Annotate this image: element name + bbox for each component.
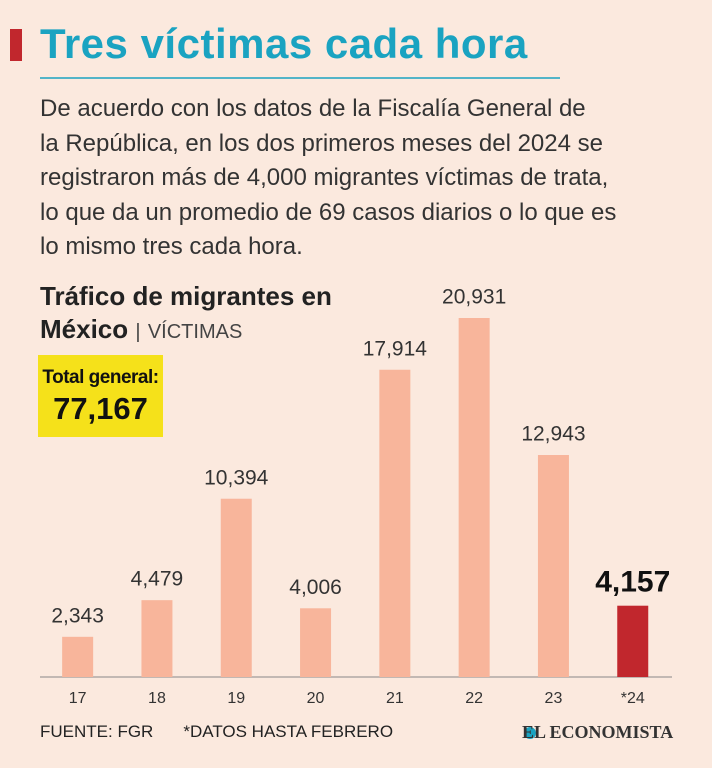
bar [300,608,332,677]
x-tick-label: 22 [465,690,483,707]
intro: De acuerdo con los datos de la Fiscalía … [40,92,700,265]
accent-tab [10,29,22,61]
brand: EL ECONOMISTA [522,722,674,742]
bar [458,318,490,677]
x-tick-label: 21 [386,690,404,707]
chart-title: Tráfico de migrantes en México [40,281,332,344]
bar [141,600,173,677]
data-label: 17,914 [363,337,428,360]
x-tick-label: 23 [545,690,563,707]
note: *DATOS HASTA FEBRERO [183,722,394,741]
footer: FUENTE: FGR *DATOS HASTA FEBRERO [40,722,393,742]
bar [379,369,411,677]
chart-subtitle: VÍCTIMAS [147,321,243,343]
total-label: Total general: [42,367,159,388]
data-label: 10,394 [204,466,269,489]
x-tick-label: 18 [148,690,166,707]
bar [617,605,649,677]
x-tick-label: 17 [69,690,87,707]
headline: Tres víctimas cada hora [40,20,528,67]
source: FUENTE: FGR [40,722,154,741]
intro-line: lo mismo tres cada hora. [40,233,303,260]
intro-line: De acuerdo con los datos de la Fiscalía … [40,95,586,122]
data-label: 2,343 [51,604,104,627]
x-tick-label: *24 [621,690,645,707]
total-value: 77,167 [53,391,148,426]
data-label: 20,931 [442,286,506,309]
bar [62,636,94,677]
total-box: Total general: 77,167 [38,355,163,437]
data-label: 4,006 [289,576,342,599]
data-label: 4,157 [595,566,670,599]
x-tick-label: 20 [307,690,325,707]
data-label: 4,479 [131,568,184,591]
intro-line: registraron más de 4,000 migrantes vícti… [40,164,609,191]
bar [220,498,252,677]
brand-logo [524,727,536,739]
data-label: 12,943 [521,423,585,446]
chart-heading: Tráfico de migrantes en México | VÍCTIMA… [40,280,340,349]
separator: | [135,321,141,343]
intro-line: lo que da un promedio de 69 casos diario… [40,198,617,226]
x-tick-label: 19 [227,690,245,707]
intro-line: la República, en los dos primeros meses … [40,129,603,157]
bar [537,455,569,677]
